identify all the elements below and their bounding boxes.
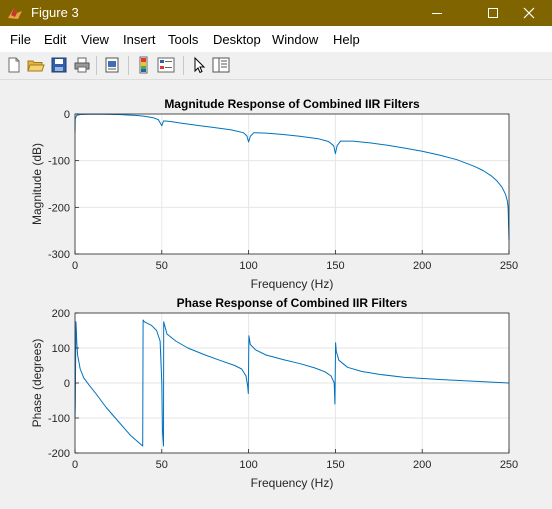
menu-window[interactable]: Window <box>272 32 319 47</box>
legend-icon[interactable] <box>157 56 175 74</box>
magnitude-xtick-label: 150 <box>326 260 344 272</box>
matlab-logo-icon <box>8 8 22 19</box>
phase-ticks: 0 50 100 150 200 250 200 100 0 -100 -200 <box>48 308 518 471</box>
phase-ytick-label: 0 <box>64 378 70 390</box>
menu-tools[interactable]: Tools <box>168 32 199 47</box>
figure-canvas: Magnitude Response of Combined IIR Filte… <box>0 80 552 504</box>
menu-view[interactable]: View <box>81 32 109 47</box>
magnitude-title: Magnitude Response of Combined IIR Filte… <box>164 97 420 111</box>
window-title: Figure 3 <box>31 5 79 20</box>
magnitude-series-line <box>74 113 510 241</box>
magnitude-axes[interactable]: Magnitude Response of Combined IIR Filte… <box>30 97 518 291</box>
magnitude-xtick-label: 250 <box>500 260 518 272</box>
toolbar-separator <box>128 56 129 75</box>
magnitude-xtick-label: 0 <box>72 260 78 272</box>
magnitude-ticks: 0 50 100 150 200 250 0 -100 -200 -300 <box>48 109 518 272</box>
phase-xlabel: Frequency (Hz) <box>251 476 334 490</box>
phase-ytick-label: 200 <box>52 308 70 320</box>
phase-axes[interactable]: Phase Response of Combined IIR Filters 0… <box>30 296 518 490</box>
plot-area: Magnitude Response of Combined IIR Filte… <box>30 97 518 490</box>
print-preview-icon[interactable] <box>103 56 121 74</box>
minimize-icon <box>432 13 442 14</box>
phase-xtick-label: 150 <box>326 459 344 471</box>
phase-series-line <box>74 319 510 447</box>
title-bar: Figure 3 <box>0 0 552 26</box>
magnitude-ytick-label: -300 <box>48 249 70 261</box>
phase-ytick-label: -100 <box>48 413 70 425</box>
phase-xtick-label: 0 <box>72 459 78 471</box>
magnitude-xtick-label: 200 <box>413 260 431 272</box>
phase-xtick-label: 50 <box>156 459 168 471</box>
print-icon[interactable] <box>73 56 91 74</box>
menu-edit[interactable]: Edit <box>44 32 67 47</box>
menu-help[interactable]: Help <box>333 32 360 47</box>
property-editor-icon[interactable] <box>212 56 230 74</box>
new-figure-icon[interactable] <box>5 56 23 74</box>
toolbar <box>0 52 552 80</box>
magnitude-xtick-label: 100 <box>239 260 257 272</box>
magnitude-xtick-label: 50 <box>156 260 168 272</box>
minimize-button[interactable] <box>414 0 460 26</box>
open-file-icon[interactable] <box>27 56 45 74</box>
magnitude-plot-background <box>75 114 509 254</box>
menu-file[interactable]: File <box>10 32 31 47</box>
magnitude-ylabel: Magnitude (dB) <box>30 143 44 225</box>
menu-insert[interactable]: Insert <box>123 32 156 47</box>
phase-xtick-label: 200 <box>413 459 431 471</box>
menu-desktop[interactable]: Desktop <box>213 32 261 47</box>
menu-bar: File Edit View Insert Tools Desktop Wind… <box>0 26 552 52</box>
magnitude-ytick-label: -100 <box>48 156 70 168</box>
magnitude-ytick-label: -200 <box>48 202 70 214</box>
magnitude-axes-box <box>74 113 510 255</box>
save-icon[interactable] <box>50 56 68 74</box>
maximize-icon <box>488 8 498 18</box>
close-icon <box>523 7 535 19</box>
close-button[interactable] <box>506 0 552 26</box>
phase-xtick-label: 100 <box>239 459 257 471</box>
phase-ytick-label: 100 <box>52 343 70 355</box>
phase-title: Phase Response of Combined IIR Filters <box>177 296 408 310</box>
phase-ylabel: Phase (degrees) <box>30 339 44 428</box>
magnitude-ytick-label: 0 <box>64 109 70 121</box>
phase-xtick-label: 250 <box>500 459 518 471</box>
colorbar-icon[interactable] <box>135 56 153 74</box>
maximize-button[interactable] <box>470 0 516 26</box>
phase-ytick-label: -200 <box>48 448 70 460</box>
magnitude-xlabel: Frequency (Hz) <box>251 277 334 291</box>
pointer-icon[interactable] <box>190 56 208 74</box>
toolbar-separator <box>96 56 97 75</box>
toolbar-separator <box>183 56 184 75</box>
